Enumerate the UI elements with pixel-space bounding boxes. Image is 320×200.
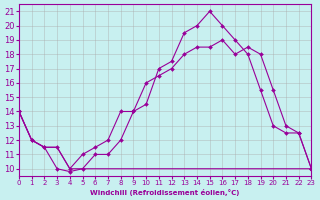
X-axis label: Windchill (Refroidissement éolien,°C): Windchill (Refroidissement éolien,°C): [91, 189, 240, 196]
